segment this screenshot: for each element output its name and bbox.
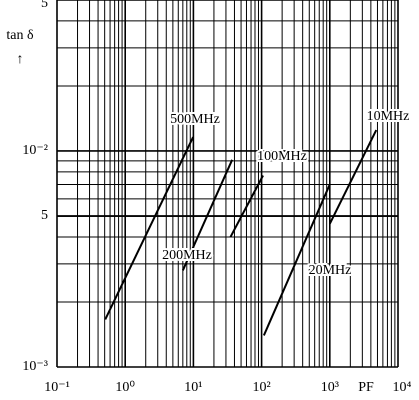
series-label: 200MHz	[162, 248, 212, 263]
x-axis-label: PF	[358, 380, 374, 395]
y-tick-label: 10⁻³	[22, 359, 48, 374]
series-line	[229, 175, 264, 238]
x-tick-label: 10¹	[184, 380, 202, 395]
series-line	[104, 136, 195, 320]
series-label: 10MHz	[367, 109, 410, 124]
series-line	[262, 184, 331, 336]
y-axis-label: tan δ	[6, 28, 34, 43]
x-tick-label: 10⁴	[393, 380, 412, 395]
series-label: 100MHz	[257, 149, 307, 164]
y-tick-label: 5	[41, 208, 48, 223]
x-tick-label: 10³	[321, 380, 339, 395]
series-label: 20MHz	[309, 263, 352, 278]
series-line	[328, 129, 378, 225]
x-tick-label: 10⁰	[115, 380, 135, 395]
y-tick-label: 5	[41, 0, 48, 11]
y-axis-arrow: ↑	[17, 52, 24, 67]
y-tick-label: 10⁻²	[22, 143, 48, 158]
x-tick-label: 10⁻¹	[44, 380, 70, 395]
x-tick-label: 10²	[252, 380, 270, 395]
series-line	[181, 159, 234, 271]
series-label: 500MHz	[170, 112, 220, 127]
